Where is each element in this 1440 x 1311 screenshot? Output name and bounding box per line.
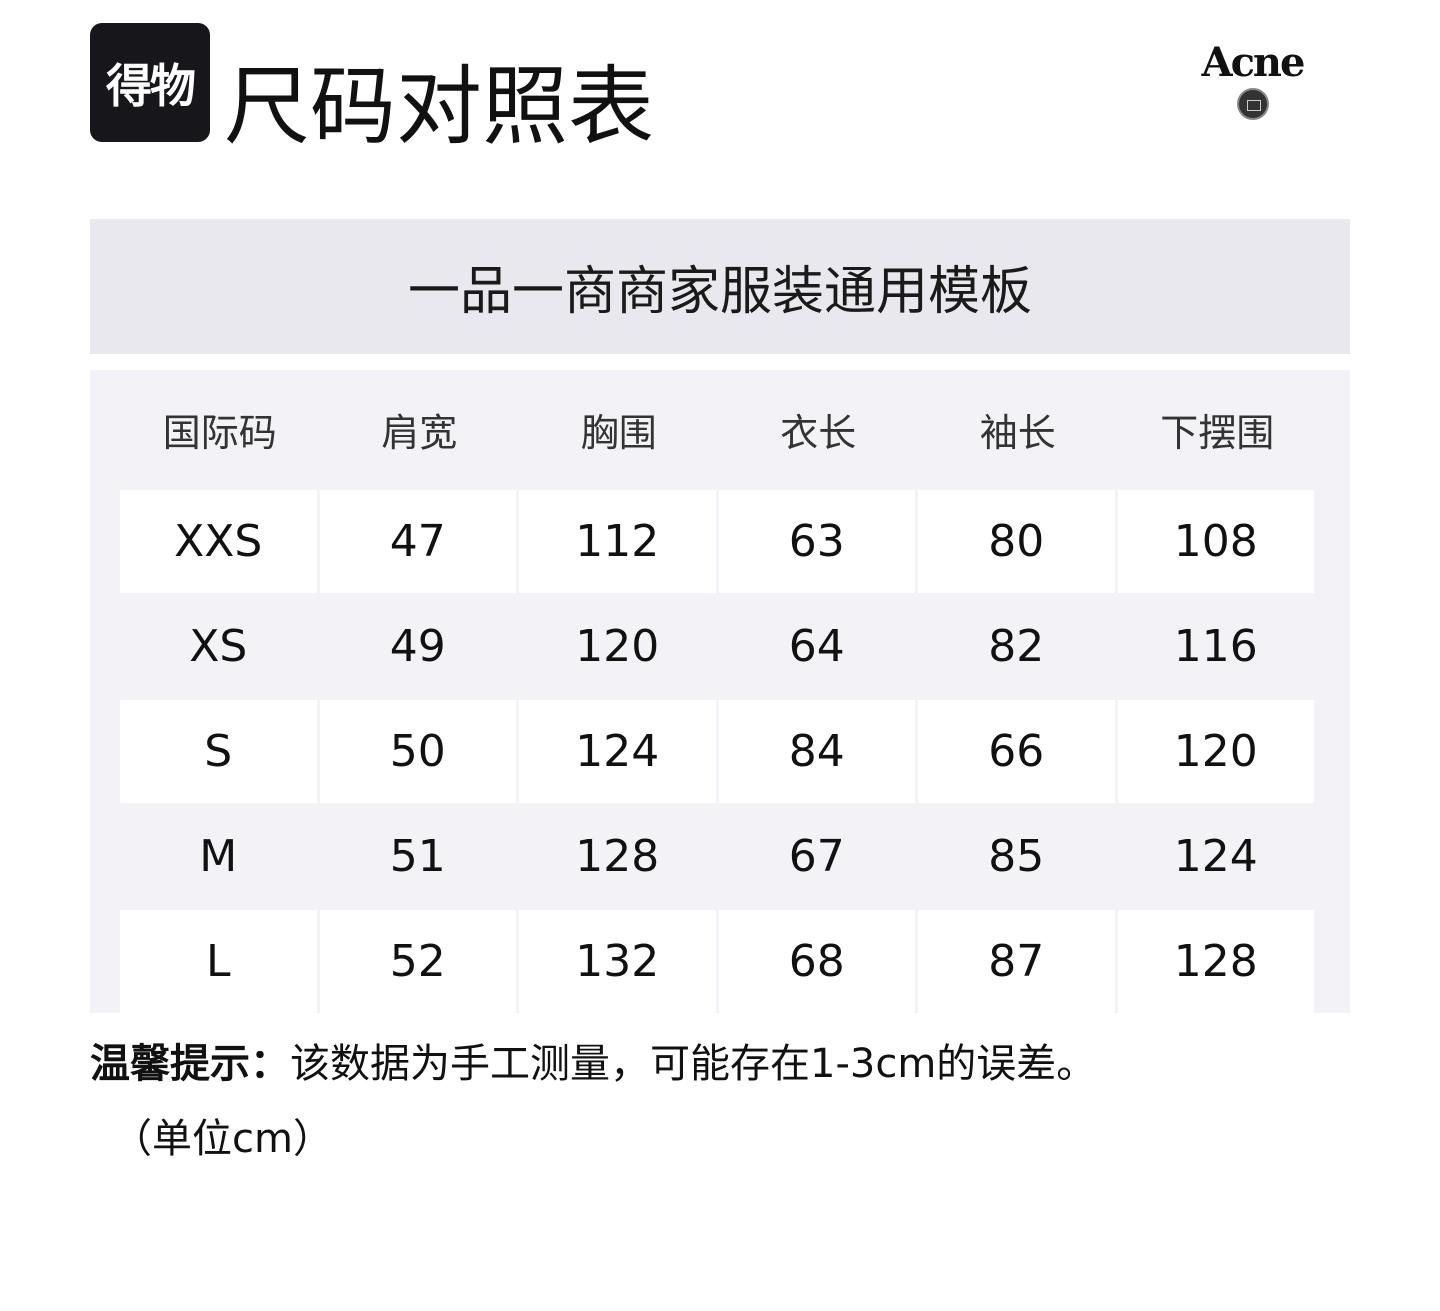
table-row: XXS 47 112 63 80 108 — [120, 490, 1317, 593]
page-title: 尺码对照表 — [224, 57, 654, 157]
table-cell: 68 — [718, 910, 915, 1013]
table-row: L 52 132 68 87 128 — [120, 910, 1317, 1013]
size-table: 国际码 肩宽 胸围 衣长 袖长 下摆围 XXS 47 112 63 80 108 XS 49 120 64 8… — [90, 370, 1350, 1013]
table-cell: 84 — [718, 700, 915, 803]
table-cell: XS — [189, 621, 248, 672]
table-cell: 120 — [575, 621, 660, 672]
column-header: 衣长 — [780, 410, 857, 455]
table-cell: 80 — [918, 490, 1115, 593]
table-cell: 124 — [1173, 831, 1258, 882]
table-cell: 82 — [988, 621, 1045, 672]
table-row: M 51 128 67 85 124 — [120, 805, 1317, 908]
table-cell: 49 — [389, 621, 446, 672]
table-cell: 128 — [1117, 910, 1314, 1013]
table-cell: M — [199, 831, 238, 882]
table-cell: 132 — [519, 910, 716, 1013]
seal-icon — [1236, 88, 1269, 120]
table-cell: 63 — [718, 490, 915, 593]
table-cell: 85 — [988, 831, 1045, 882]
unit-note: （单位cm） — [112, 1116, 333, 1162]
brand-wordmark: Acne — [1201, 39, 1306, 86]
column-header: 袖长 — [979, 410, 1056, 455]
table-cell: 47 — [319, 490, 516, 593]
table-cell: 128 — [575, 831, 660, 882]
note-label: 温馨提示： — [90, 1041, 290, 1087]
note: 温馨提示：该数据为手工测量，可能存在1-3cm的误差。 — [90, 1035, 1390, 1093]
table-cell: 87 — [918, 910, 1115, 1013]
table-cell: 50 — [319, 700, 516, 803]
table-cell: S — [120, 700, 317, 803]
table-row: XS 49 120 64 82 116 — [120, 595, 1317, 698]
column-header: 下摆围 — [1160, 410, 1275, 455]
column-header: 胸围 — [580, 410, 657, 455]
table-cell: 52 — [319, 910, 516, 1013]
table-cell: 51 — [389, 831, 446, 882]
table-cell: 66 — [918, 700, 1115, 803]
table-header: 国际码 肩宽 胸围 衣长 袖长 下摆围 — [120, 370, 1317, 488]
table-cell: 108 — [1117, 490, 1314, 593]
table-cell: 112 — [519, 490, 716, 593]
dewu-logo: 得物 — [90, 23, 210, 142]
table-cell: XXS — [120, 490, 317, 593]
note-text: 该数据为手工测量，可能存在1-3cm的误差。 — [290, 1041, 1097, 1087]
table-cell: L — [120, 910, 317, 1013]
table-cell: 124 — [519, 700, 716, 803]
column-header: 肩宽 — [381, 410, 458, 455]
template-name: 一品一商商家服装通用模板 — [90, 219, 1350, 354]
table-row: S 50 124 84 66 120 — [120, 700, 1317, 803]
table-cell: 67 — [788, 831, 845, 882]
table-cell: 120 — [1117, 700, 1314, 803]
brand-logo: Acne — [1195, 40, 1310, 120]
column-header: 国际码 — [162, 410, 277, 455]
table-cell: 116 — [1173, 621, 1258, 672]
table-cell: 64 — [788, 621, 845, 672]
